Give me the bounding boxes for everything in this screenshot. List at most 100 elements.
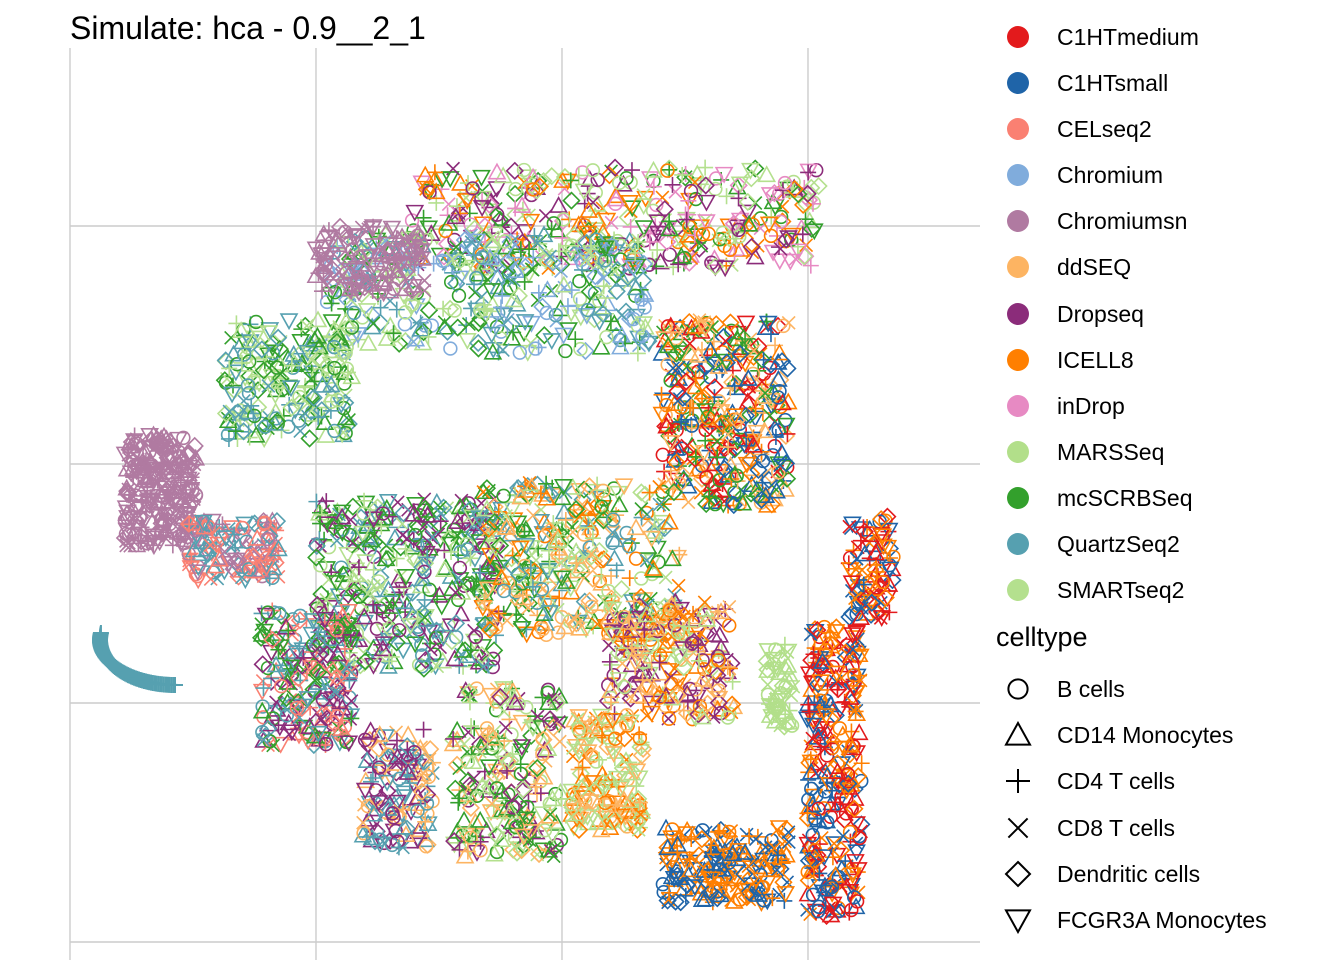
data-point bbox=[525, 249, 542, 266]
data-point bbox=[576, 511, 596, 529]
data-point bbox=[657, 416, 676, 434]
data-point bbox=[677, 165, 694, 182]
data-point bbox=[210, 549, 229, 567]
data-point bbox=[584, 547, 599, 561]
data-point bbox=[804, 788, 824, 806]
data-point bbox=[804, 781, 819, 797]
data-point bbox=[842, 519, 857, 534]
data-point bbox=[261, 378, 276, 393]
data-point bbox=[430, 659, 445, 674]
data-point bbox=[234, 570, 249, 585]
data-point bbox=[799, 805, 816, 822]
data-point bbox=[477, 821, 496, 839]
data-point bbox=[615, 729, 634, 748]
data-point bbox=[564, 809, 579, 824]
data-point bbox=[715, 260, 735, 278]
data-point bbox=[443, 274, 459, 290]
data-point bbox=[408, 527, 423, 543]
data-point bbox=[746, 872, 766, 890]
data-point bbox=[157, 429, 176, 447]
data-point bbox=[722, 599, 737, 614]
data-point bbox=[642, 664, 662, 682]
data-point bbox=[254, 361, 273, 380]
data-point bbox=[267, 699, 287, 717]
data-point bbox=[339, 228, 358, 248]
data-point bbox=[492, 568, 511, 585]
data-point bbox=[418, 505, 437, 523]
data-point bbox=[447, 274, 466, 293]
data-point bbox=[452, 560, 468, 576]
data-point bbox=[483, 342, 503, 360]
data-point bbox=[345, 582, 364, 601]
data-point bbox=[886, 549, 901, 565]
data-point bbox=[375, 506, 391, 521]
color-legend-swatch bbox=[1007, 348, 1029, 371]
data-point bbox=[801, 703, 818, 720]
data-point bbox=[166, 492, 185, 510]
data-point bbox=[273, 664, 293, 682]
data-point bbox=[329, 588, 349, 606]
data-point bbox=[709, 693, 728, 712]
data-point bbox=[550, 243, 567, 260]
shape-legend-label: CD14 Monocytes bbox=[1057, 722, 1234, 749]
data-point bbox=[675, 324, 690, 339]
data-point bbox=[683, 183, 699, 199]
data-point bbox=[447, 755, 467, 774]
data-point bbox=[829, 679, 848, 699]
data-point bbox=[379, 632, 399, 650]
data-point bbox=[381, 653, 398, 670]
data-point bbox=[614, 790, 634, 808]
data-point bbox=[580, 591, 599, 610]
data-point bbox=[696, 357, 716, 376]
data-point bbox=[744, 435, 763, 453]
data-point bbox=[618, 208, 637, 227]
data-point bbox=[450, 497, 470, 515]
data-point bbox=[773, 690, 793, 708]
data-point bbox=[674, 166, 691, 183]
data-point bbox=[298, 691, 318, 708]
data-point bbox=[505, 241, 525, 259]
data-point bbox=[540, 685, 555, 700]
data-point bbox=[688, 345, 708, 363]
data-point bbox=[845, 788, 865, 806]
data-point bbox=[407, 243, 427, 261]
data-point bbox=[677, 875, 696, 894]
data-point bbox=[434, 629, 453, 647]
data-point bbox=[400, 531, 414, 546]
data-point bbox=[816, 708, 836, 726]
data-point bbox=[777, 834, 792, 849]
color-legend-swatch bbox=[1007, 72, 1029, 95]
data-point bbox=[696, 403, 715, 421]
data-point bbox=[805, 887, 821, 903]
data-point bbox=[662, 603, 677, 618]
data-point bbox=[226, 526, 243, 543]
data-point bbox=[770, 663, 789, 680]
data-point bbox=[652, 479, 667, 494]
data-point bbox=[365, 532, 384, 552]
data-point bbox=[490, 536, 510, 555]
data-point bbox=[376, 729, 395, 747]
data-point bbox=[329, 506, 346, 523]
data-point bbox=[388, 732, 405, 749]
data-point bbox=[184, 540, 204, 558]
data-point bbox=[310, 348, 329, 367]
data-point bbox=[614, 684, 629, 699]
data-point bbox=[779, 672, 799, 690]
data-point bbox=[652, 690, 668, 705]
data-point bbox=[339, 414, 358, 434]
data-point bbox=[417, 500, 437, 518]
data-point bbox=[580, 169, 600, 187]
data-point bbox=[516, 162, 532, 178]
data-point bbox=[702, 871, 721, 889]
data-point bbox=[719, 658, 736, 675]
data-point bbox=[434, 247, 454, 266]
data-point bbox=[263, 334, 282, 353]
data-point bbox=[244, 547, 263, 566]
data-point bbox=[485, 578, 505, 595]
data-point bbox=[412, 243, 432, 261]
data-point bbox=[426, 658, 445, 676]
data-point bbox=[240, 366, 259, 385]
data-point bbox=[729, 468, 744, 483]
data-point bbox=[541, 261, 556, 275]
data-point bbox=[512, 345, 528, 360]
